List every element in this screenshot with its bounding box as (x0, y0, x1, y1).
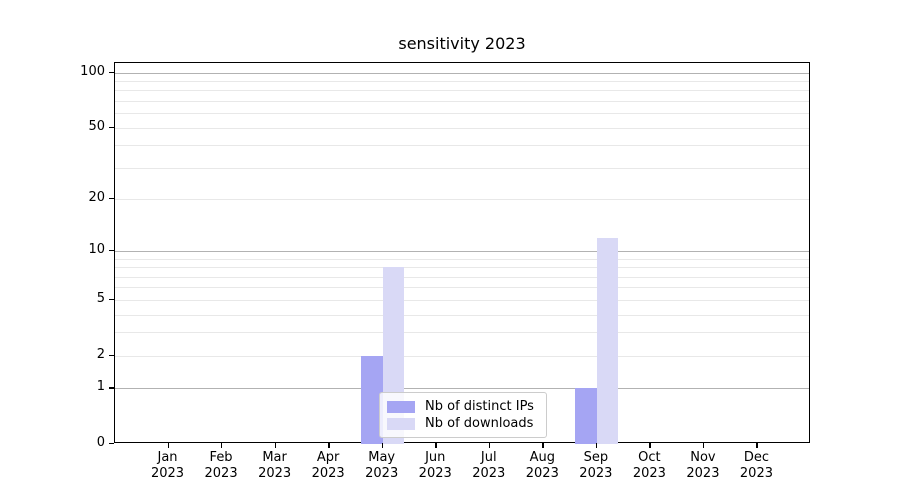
legend-swatch-downloads (387, 417, 415, 430)
x-tick-month: Apr (316, 450, 340, 465)
x-tick-year: 2023 (204, 466, 238, 481)
x-tick-mark-dec (756, 443, 758, 448)
x-tick-label-jul: Jul 2023 (457, 450, 521, 482)
y-gridline-minor (115, 276, 809, 278)
x-tick-mark-jun (435, 443, 437, 448)
y-gridline-minor (115, 113, 809, 115)
x-tick-year: 2023 (632, 466, 666, 481)
x-tick-year: 2023 (311, 466, 345, 481)
y-tick-mark-0 (109, 443, 114, 445)
bar-nb-of-downloads-sep (596, 237, 619, 444)
x-tick-label-oct: Oct 2023 (617, 450, 681, 482)
x-tick-label-dec: Dec 2023 (724, 450, 788, 482)
y-gridline-minor (115, 145, 809, 147)
bar-nb-of-distinct-ips-may (361, 355, 383, 444)
y-gridline-minor (115, 258, 809, 260)
y-tick-mark-50 (109, 126, 114, 129)
x-tick-mark-sep (595, 443, 598, 448)
y-gridline-minor (115, 332, 809, 334)
plot-area (114, 62, 810, 444)
x-tick-year: 2023 (258, 466, 292, 481)
x-tick-year: 2023 (365, 466, 399, 481)
y-tick-label-20: 20 (88, 190, 105, 206)
legend: Nb of distinct IPs Nb of downloads (379, 392, 547, 438)
legend-swatch-distinct-ips (387, 400, 415, 413)
x-tick-year: 2023 (150, 466, 185, 481)
x-tick-year: 2023 (472, 466, 506, 481)
y-tick-label-1: 1 (96, 379, 105, 395)
y-tick-mark-10 (109, 250, 114, 252)
x-tick-mark-apr (328, 443, 330, 448)
x-tick-month: Sep (583, 450, 609, 465)
y-gridline-minor (115, 314, 809, 316)
y-gridline-major (115, 388, 809, 390)
y-tick-mark-1 (109, 387, 114, 389)
y-gridline-minor (115, 81, 809, 83)
x-tick-label-mar: Mar 2023 (243, 450, 307, 482)
x-tick-year: 2023 (686, 466, 720, 481)
x-tick-label-nov: Nov 2023 (671, 450, 735, 482)
x-tick-month: Jul (480, 450, 497, 465)
x-tick-year: 2023 (739, 466, 773, 481)
x-tick-mark-oct (649, 443, 651, 448)
x-tick-year: 2023 (418, 466, 452, 481)
y-gridline-minor (115, 355, 809, 357)
y-gridline-minor (115, 101, 809, 103)
x-tick-month: Jun (425, 450, 446, 465)
y-gridline-minor (115, 167, 809, 169)
x-tick-label-jan: Jan 2023 (136, 450, 200, 482)
x-tick-month: Dec (743, 450, 770, 465)
x-tick-year: 2023 (525, 466, 559, 481)
legend-entry-downloads: Nb of downloads (387, 416, 538, 431)
y-tick-label-2: 2 (96, 346, 105, 362)
x-tick-label-sep: Sep 2023 (564, 450, 628, 482)
x-tick-mark-aug (542, 443, 544, 448)
x-tick-label-jun: Jun 2023 (403, 450, 467, 482)
y-tick-mark-100 (109, 71, 114, 74)
x-tick-month: May (368, 450, 396, 465)
chart-title: sensitivity 2023 (398, 34, 526, 53)
y-gridline-minor (115, 90, 809, 92)
x-tick-mark-mar (274, 443, 276, 448)
y-gridline-minor (115, 287, 809, 289)
y-tick-mark-5 (109, 298, 114, 301)
y-gridline-minor (115, 299, 809, 301)
y-gridline-minor (115, 199, 809, 201)
y-tick-mark-20 (109, 198, 114, 200)
x-tick-mark-feb (221, 443, 223, 448)
x-tick-month: Oct (638, 450, 661, 465)
x-tick-month: Nov (690, 450, 716, 465)
y-tick-label-100: 100 (80, 63, 105, 79)
y-gridline-minor (115, 127, 809, 129)
y-tick-label-50: 50 (88, 118, 105, 134)
x-tick-mark-nov (702, 443, 705, 448)
y-tick-mark-2 (109, 354, 114, 356)
y-tick-label-10: 10 (88, 242, 105, 258)
x-tick-month: Mar (262, 450, 287, 465)
x-tick-mark-may (381, 443, 384, 448)
legend-entry-distinct-ips: Nb of distinct IPs (387, 399, 538, 414)
legend-label-downloads: Nb of downloads (425, 416, 534, 431)
bar-nb-of-distinct-ips-sep (575, 388, 597, 444)
y-gridline-major (115, 251, 809, 253)
x-tick-month: Aug (529, 450, 555, 465)
x-tick-label-feb: Feb 2023 (189, 450, 253, 482)
y-tick-label-5: 5 (96, 290, 105, 306)
x-tick-month: Feb (209, 450, 233, 465)
x-tick-label-aug: Aug 2023 (510, 450, 574, 482)
legend-label-distinct-ips: Nb of distinct IPs (425, 399, 534, 414)
x-tick-mark-jul (488, 443, 491, 448)
x-tick-label-apr: Apr 2023 (296, 450, 360, 482)
x-tick-month: Jan (157, 450, 178, 465)
x-tick-year: 2023 (579, 466, 613, 481)
y-tick-label-0: 0 (96, 435, 105, 450)
x-tick-mark-jan (167, 443, 169, 448)
x-tick-label-may: May 2023 (350, 450, 414, 482)
y-gridline-major (115, 72, 809, 74)
y-gridline-minor (115, 267, 809, 269)
